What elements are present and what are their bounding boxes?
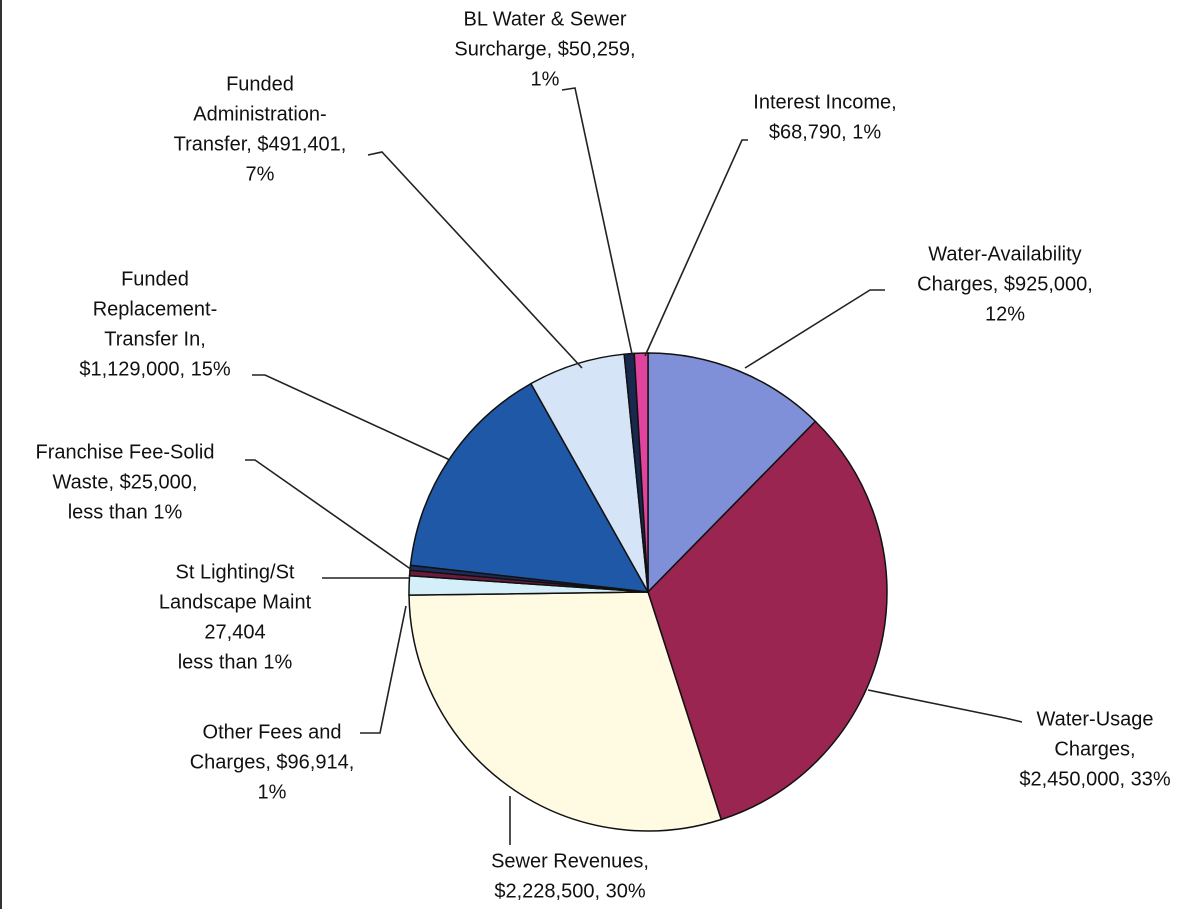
slice-label: 12% [985,303,1025,325]
slice-label: Interest Income, [753,91,896,113]
slice-label: Charges, [1054,738,1135,760]
slice-label: Charges, $96,914, [190,751,355,773]
slice-label: 27,404 [204,621,265,643]
slice-label: Funded [226,73,294,95]
leader-line [867,689,1023,723]
slice-label: BL Water & Sewer [463,8,626,30]
pie-slice [408,591,723,832]
slice-label: Sewer Revenues, [491,850,649,872]
leader-line [644,139,748,357]
slice-label: Landscape Maint [159,591,312,613]
slice-label: $2,228,500, 30% [494,880,645,902]
slice-label: Franchise Fee-Solid [36,441,215,463]
slice-label: $2,450,000, 33% [1019,768,1170,790]
slice-label: less than 1% [178,651,293,673]
slice-label: Funded [121,268,189,290]
slice-label: Charges, $925,000, [917,273,1093,295]
slice-label: $68,790, 1% [769,121,882,143]
slice-label: Transfer, $491,401, [174,133,347,155]
slice-label: Waste, $25,000, [53,471,198,493]
slice-label: St Lighting/St [176,561,295,583]
slice-label: 7% [246,163,275,185]
slice-label: Transfer In, [104,328,206,350]
slice-label: Administration- [193,103,326,125]
slice-label: Surcharge, $50,259, [454,38,635,60]
leader-line [744,289,885,369]
leader-line [245,459,413,571]
slice-label: Other Fees and [203,721,342,743]
pie-slice [647,420,888,821]
slice-label: Replacement- [93,298,218,320]
slice-label: Water-Usage [1036,708,1153,730]
leader-line [252,374,451,461]
slice-label: 1% [258,781,287,803]
slice-label: 1% [531,68,560,90]
leader-line [360,605,407,734]
slice-label: less than 1% [68,501,183,523]
slice-label: $1,129,000, 15% [79,358,230,380]
leader-line [561,87,633,355]
slice-label: Water-Availability [928,243,1081,265]
pie-slice [647,352,817,594]
pie-slice [633,352,649,593]
leader-line [367,151,583,369]
